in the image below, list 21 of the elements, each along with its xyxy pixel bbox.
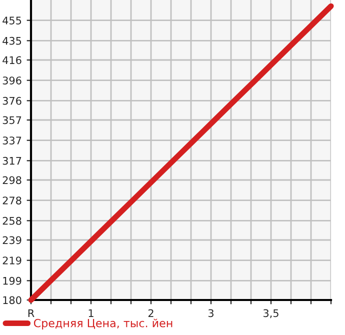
y-tick-label: 357 bbox=[2, 116, 22, 124]
y-tick-label: 219 bbox=[2, 256, 22, 264]
y-tick-label: 180 bbox=[3, 296, 22, 304]
x-tick-label: 2 bbox=[148, 309, 154, 317]
y-tick-label: 258 bbox=[2, 216, 22, 225]
y-tick-label: 435 bbox=[2, 36, 22, 45]
y-tick-label: 278 bbox=[2, 196, 22, 204]
y-tick-label: 239 bbox=[2, 236, 22, 244]
x-tick-label: 3 bbox=[208, 309, 214, 318]
x-tick-label: 1 bbox=[88, 309, 94, 317]
y-tick-label: 337 bbox=[2, 136, 22, 144]
x-tick-label: R bbox=[28, 309, 34, 317]
y-tick-label: 199 bbox=[3, 276, 22, 285]
y-tick-label: 298 bbox=[2, 176, 22, 184]
y-tick-label: 376 bbox=[2, 96, 22, 105]
y-tick-label: 416 bbox=[2, 56, 22, 64]
y-tick-label: 455 bbox=[2, 16, 22, 24]
legend-label: Средняя Цена, тыс. йен bbox=[34, 318, 172, 330]
x-tick-label: 3,5 bbox=[264, 309, 278, 318]
y-tick-label: 317 bbox=[2, 156, 22, 165]
y-tick-label: 396 bbox=[2, 76, 22, 84]
